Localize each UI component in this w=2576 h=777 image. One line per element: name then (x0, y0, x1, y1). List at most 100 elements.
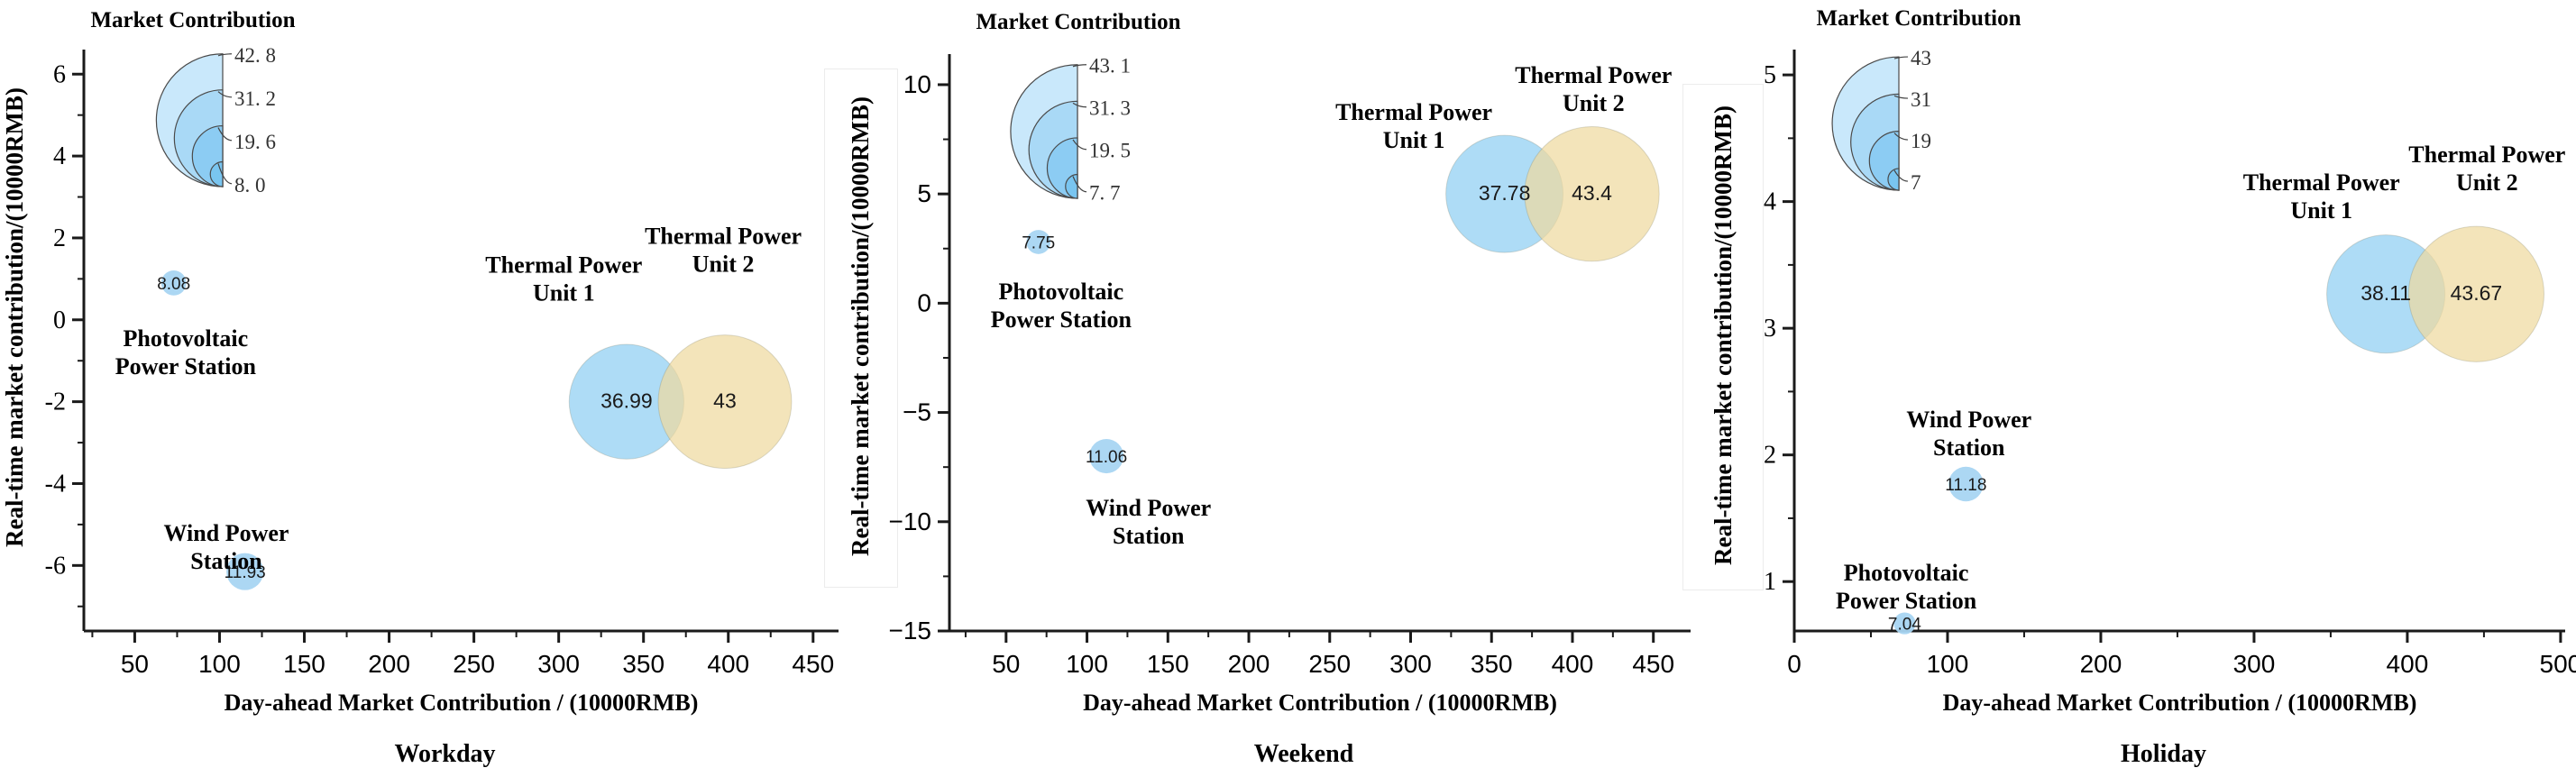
y-tick-label: 3 (1764, 315, 1776, 343)
y-tick-label: 0 (917, 288, 931, 316)
station-label-thermal-1: Thermal Power Unit 1 (1335, 99, 1492, 153)
y-tick-label: -4 (45, 470, 66, 498)
x-axis-title: Day-ahead Market Contribution / (10000RM… (1943, 690, 2417, 716)
x-tick-label: 250 (1308, 650, 1351, 678)
bubble-wind (226, 553, 264, 590)
y-tick-label: 5 (917, 179, 931, 207)
y-tick-label: −10 (889, 507, 932, 535)
x-tick-label: 500 (2540, 650, 2576, 678)
legend-value-label: 31 (1911, 88, 1931, 111)
y-tick-label: 1 (1764, 568, 1776, 596)
station-label-thermal-2: Thermal Power Unit 2 (1515, 62, 1672, 116)
x-tick-label: 450 (792, 650, 834, 678)
x-tick-label: 50 (992, 650, 1020, 678)
y-tick-label: 2 (1764, 442, 1776, 470)
legend-leader-line (217, 163, 233, 185)
y-tick-label: 2 (53, 224, 66, 252)
legend-value-label: 43 (1911, 47, 1931, 69)
legend-leader-line (217, 127, 233, 142)
ylabel-box-holiday (1682, 84, 1764, 590)
x-tick-label: 200 (2080, 650, 2122, 678)
legend-leader-line (1072, 176, 1087, 193)
legend-leader-line (1893, 133, 1909, 141)
bubble-value-wind: 11.93 (225, 563, 266, 582)
y-tick-label: 4 (53, 142, 66, 170)
bubble-wind (1948, 466, 1984, 502)
y-axis-title-holiday: Real-time market contribution/(10000RMB) (1710, 105, 1737, 565)
bubble-photovoltaic (1893, 612, 1916, 635)
bubble-value-photovoltaic: 7.75 (1022, 233, 1055, 252)
y-tick-label: −15 (889, 617, 932, 644)
bubble-value-photovoltaic: 8.08 (157, 275, 190, 294)
legend-value-label: 19. 6 (234, 131, 276, 153)
bubble-value-thermal-1: 38.11 (2361, 281, 2411, 305)
x-tick-label: 250 (453, 650, 495, 678)
legend-leader-line (1893, 169, 1909, 182)
x-tick-label: 400 (1552, 650, 1594, 678)
x-tick-label: 0 (1787, 650, 1801, 678)
legend-title: Market Contribution (976, 10, 1180, 34)
y-tick-label: 4 (1764, 188, 1776, 216)
panel-caption: Weekend (1254, 740, 1354, 768)
bubble-value-thermal-1: 36.99 (600, 389, 653, 413)
station-label-wind: Wind Power Station (164, 520, 289, 574)
x-tick-label: 300 (537, 650, 580, 678)
panel-caption: Holiday (2121, 740, 2206, 768)
bubble-chart-panel-workday: 42. 8 31. 2 19. 6 8. 0 Market Contribution 50… (45, 8, 839, 768)
x-tick-label: 50 (121, 650, 149, 678)
x-tick-label: 100 (1066, 650, 1108, 678)
x-tick-label: 300 (1389, 650, 1432, 678)
station-label-photovoltaic: Photovoltaic Power Station (1836, 560, 1977, 614)
bubble-photovoltaic (160, 270, 187, 296)
station-label-wind: Wind Power Station (1086, 495, 1211, 549)
x-tick-label: 150 (283, 650, 325, 678)
x-tick-label: 200 (368, 650, 410, 678)
bubble-value-thermal-1: 37.78 (1479, 181, 1531, 205)
x-tick-label: 450 (1632, 650, 1674, 678)
station-label-wind: Wind Power Station (1906, 407, 2031, 461)
y-tick-label: -6 (45, 552, 66, 580)
legend-leader-line (1072, 64, 1087, 68)
panel-caption: Workday (394, 740, 495, 768)
x-tick-label: 100 (198, 650, 241, 678)
legend-value-label: 19 (1911, 130, 1931, 152)
legend-value-label: 43. 1 (1089, 55, 1131, 78)
y-axis-title-workday: Real-time market contribution/(10000RMB) (1, 87, 28, 547)
y-tick-label: 6 (53, 60, 66, 88)
station-label-photovoltaic: Photovoltaic Power Station (115, 325, 257, 379)
legend-title: Market Contribution (90, 8, 295, 32)
legend-leader-line (217, 53, 233, 57)
bubble-wind (1089, 439, 1124, 474)
y-axis-title-weekend: Real-time market contribution/(10000RMB) (847, 96, 874, 556)
x-axis-title: Day-ahead Market Contribution / (10000RM… (225, 690, 699, 716)
bubble-value-photovoltaic: 7.04 (1888, 616, 1921, 635)
x-tick-label: 400 (707, 650, 749, 678)
ylabel-box-weekend (824, 69, 898, 588)
x-tick-label: 350 (1471, 650, 1513, 678)
legend-title: Market Contribution (1816, 6, 2021, 31)
station-label-thermal-2: Thermal Power Unit 2 (645, 224, 802, 278)
legend-leader-line (1893, 56, 1909, 59)
x-tick-label: 200 (1228, 650, 1270, 678)
y-tick-label: 0 (53, 306, 66, 334)
bubble-value-thermal-2: 43.67 (2451, 281, 2503, 305)
y-tick-label: −5 (903, 398, 931, 426)
legend-value-label: 19. 5 (1089, 140, 1131, 162)
y-tick-label: -2 (45, 388, 66, 416)
station-label-thermal-1: Thermal Power Unit 1 (485, 251, 642, 306)
legend-value-label: 42. 8 (234, 44, 276, 67)
bubble-photovoltaic (1026, 230, 1051, 254)
station-label-photovoltaic: Photovoltaic Power Station (991, 279, 1132, 333)
legend-leader-line (217, 91, 233, 98)
legend-leader-line (1893, 95, 1909, 99)
x-tick-label: 350 (622, 650, 665, 678)
legend-value-label: 31. 2 (234, 87, 276, 110)
legend-value-label: 7 (1911, 171, 1921, 194)
bubble-value-thermal-2: 43.4 (1572, 181, 1612, 205)
legend-value-label: 31. 3 (1089, 97, 1131, 120)
bubble-thermal-2 (657, 334, 793, 470)
x-axis-title: Day-ahead Market Contribution / (10000RM… (1083, 690, 1557, 716)
